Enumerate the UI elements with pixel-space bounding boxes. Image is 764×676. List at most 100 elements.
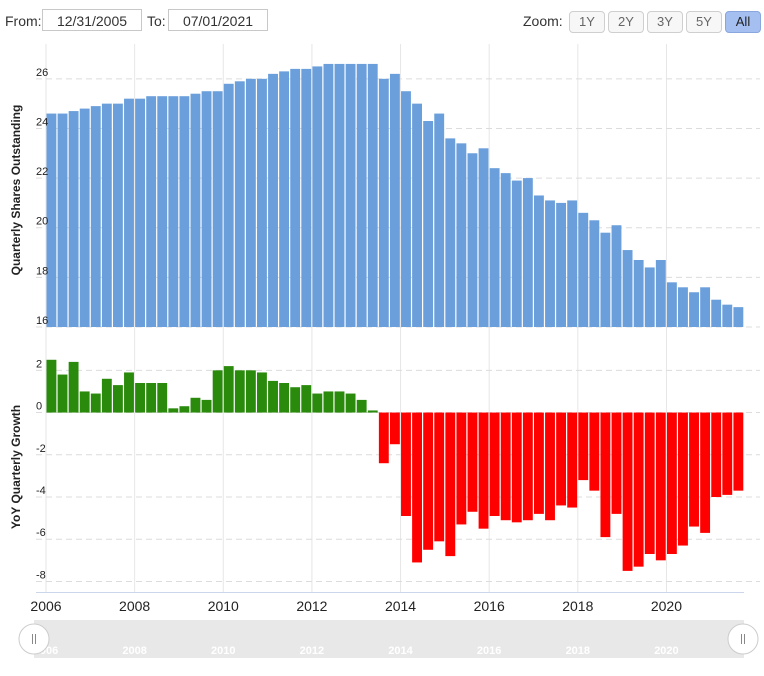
- navigator[interactable]: 2006 2008 2010 2012 2014 2016 2018 2020: [18, 620, 759, 658]
- growth-bar: [124, 372, 134, 413]
- growth-bar: [245, 370, 256, 413]
- growth-bar: [711, 412, 722, 497]
- shares-bar: [301, 68, 312, 328]
- shares-bar: [467, 153, 478, 327]
- shares-bar: [445, 138, 456, 327]
- zoom-2y-button[interactable]: 2Y: [608, 11, 644, 33]
- growth-bar: [633, 412, 644, 567]
- shares-bar: [423, 121, 434, 327]
- growth-bar: [478, 412, 489, 529]
- shares-ytick-label: 16: [36, 315, 48, 327]
- navigator-left-handle[interactable]: [18, 623, 50, 655]
- growth-bar: [157, 383, 168, 413]
- shares-bar: [622, 250, 633, 327]
- navigator-right-handle[interactable]: [727, 623, 759, 655]
- zoom-1y-button[interactable]: 1Y: [569, 11, 605, 33]
- growth-bar: [401, 412, 411, 516]
- shares-bar: [124, 98, 134, 327]
- to-date-input[interactable]: 07/01/2021: [168, 9, 268, 31]
- shares-bar: [567, 200, 578, 327]
- shares-ytick-label: 20: [36, 216, 48, 228]
- navigator-year-label: 2010: [211, 645, 235, 657]
- growth-bar: [190, 397, 201, 413]
- growth-bar: [600, 412, 611, 538]
- x-tick-label: 2014: [385, 598, 416, 614]
- growth-bar: [456, 412, 467, 525]
- navigator-year-label: 2020: [654, 645, 678, 657]
- x-tick-label: 2016: [474, 598, 505, 614]
- x-tick-label: 2010: [208, 598, 239, 614]
- growth-bar: [644, 412, 655, 554]
- shares-bar: [689, 292, 699, 327]
- growth-bar: [212, 370, 223, 413]
- shares-bar: [201, 91, 212, 328]
- growth-bar: [389, 412, 400, 445]
- growth-bar: [257, 372, 267, 413]
- zoom-3y-button[interactable]: 3Y: [647, 11, 683, 33]
- to-label: To:: [147, 13, 166, 29]
- growth-bar: [68, 361, 79, 413]
- growth-ytick-label: 2: [36, 358, 42, 370]
- zoom-5y-button[interactable]: 5Y: [686, 11, 722, 33]
- growth-bar: [533, 412, 544, 514]
- shares-ytick-label: 26: [36, 67, 48, 79]
- navigator-year-label: 2012: [300, 645, 324, 657]
- growth-ytick-label: -2: [36, 443, 46, 455]
- shares-bar: [90, 106, 101, 327]
- growth-bar: [445, 412, 456, 557]
- shares-bar: [157, 96, 168, 327]
- growth-bar: [722, 412, 733, 495]
- shares-ytick-label: 24: [36, 116, 48, 128]
- shares-bar: [733, 307, 744, 327]
- shares-bar: [112, 103, 123, 328]
- shares-bar: [46, 113, 57, 328]
- growth-bar: [301, 385, 312, 413]
- growth-bar: [678, 412, 688, 546]
- growth-bar: [345, 393, 356, 413]
- shares-bar: [556, 202, 567, 327]
- shares-bar: [545, 200, 555, 327]
- growth-bar: [622, 412, 633, 571]
- shares-bar: [456, 143, 467, 327]
- zoom-all-button[interactable]: All: [725, 11, 761, 33]
- growth-bar: [511, 412, 522, 523]
- shares-bar: [589, 220, 600, 327]
- shares-ytick-label: 22: [36, 166, 48, 178]
- from-date-input[interactable]: 12/31/2005: [42, 9, 142, 31]
- shares-bar: [245, 78, 256, 328]
- x-tick-label: 2008: [119, 598, 150, 614]
- shares-bar: [79, 108, 90, 327]
- growth-bar: [700, 412, 711, 533]
- shares-bar: [489, 168, 500, 327]
- shares-bar: [190, 93, 201, 327]
- range-toolbar: From: 12/31/2005 To: 07/01/2021 Zoom: 1Y…: [0, 0, 764, 44]
- growth-bar: [112, 385, 123, 413]
- shares-bar: [146, 96, 157, 327]
- shares-bar: [478, 148, 489, 327]
- growth-ylabel: YoY Quarterly Growth: [9, 405, 23, 529]
- shares-bar: [290, 68, 301, 328]
- growth-bar: [689, 412, 699, 527]
- shares-series: [46, 63, 744, 328]
- growth-bar: [578, 412, 589, 481]
- growth-bar: [290, 387, 301, 413]
- shares-bar: [334, 63, 345, 327]
- growth-bar: [467, 412, 478, 512]
- growth-bar: [356, 399, 367, 413]
- growth-bar: [412, 412, 422, 563]
- shares-bar: [234, 81, 245, 327]
- growth-bar: [611, 412, 622, 514]
- shares-bar: [611, 225, 622, 327]
- shares-bar: [168, 96, 179, 327]
- growth-ytick-label: -4: [36, 485, 46, 497]
- zoom-label: Zoom:: [523, 13, 563, 29]
- shares-bar: [500, 173, 511, 327]
- shares-bar: [223, 83, 234, 327]
- shares-bar: [700, 287, 711, 327]
- growth-ytick-label: -8: [36, 569, 46, 581]
- growth-bar: [423, 412, 434, 550]
- growth-bar: [334, 391, 345, 413]
- growth-bar: [733, 412, 744, 491]
- navigator-track[interactable]: [34, 620, 744, 658]
